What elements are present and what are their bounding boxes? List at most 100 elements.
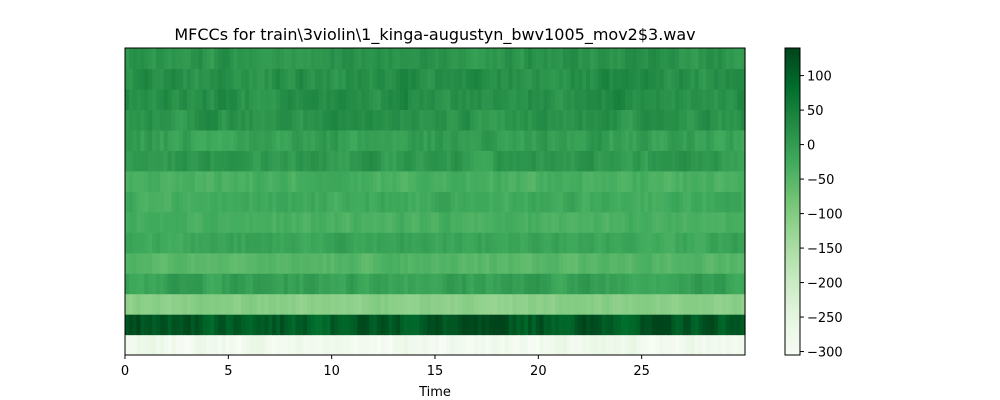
mfcc-cell (291, 88, 297, 110)
mfcc-cell (698, 68, 703, 90)
mfcc-cell (531, 314, 537, 336)
mfcc-cell (198, 170, 204, 192)
mfcc-cell (454, 211, 459, 233)
mfcc-cell (396, 129, 401, 151)
mfcc-cell (454, 88, 459, 110)
mfcc-cell (446, 48, 452, 70)
mfcc-cell (322, 314, 328, 336)
mfcc-cell (361, 211, 366, 233)
mfcc-cell (245, 68, 250, 90)
mfcc-cell (435, 273, 440, 295)
x-axis: 0 5 10 15 20 25 (121, 355, 650, 379)
mfcc-cell (531, 48, 537, 70)
mfcc-cell (132, 88, 138, 110)
mfcc-cell (593, 232, 599, 254)
mfcc-cell (400, 211, 405, 233)
mfcc-cell (466, 48, 471, 70)
mfcc-cell (276, 252, 281, 274)
mfcc-cell (264, 170, 269, 192)
mfcc-cell (334, 68, 339, 90)
mfcc-cell (349, 170, 355, 192)
mfcc-cell (706, 150, 711, 172)
mfcc-cell (252, 273, 258, 295)
mfcc-cell (276, 150, 281, 172)
mfcc-cell (628, 109, 634, 131)
mfcc-cell (415, 293, 421, 315)
mfcc-cell (392, 273, 397, 295)
mfcc-cell (497, 88, 502, 110)
mfcc-cell (601, 211, 607, 233)
mfcc-cell (485, 129, 490, 151)
mfcc-cell (605, 48, 610, 70)
mfcc-cell (652, 88, 657, 110)
mfcc-cell (617, 150, 622, 172)
mfcc-cell (690, 129, 696, 151)
mfcc-cell (597, 273, 603, 295)
mfcc-cell (652, 211, 657, 233)
mfcc-cell (183, 88, 188, 110)
mfcc-cell (462, 252, 467, 274)
mfcc-cell (163, 88, 169, 110)
mfcc-cell (497, 334, 502, 356)
mfcc-cell (706, 273, 711, 295)
mfcc-cell (326, 191, 331, 213)
mfcc-cell (353, 273, 359, 295)
mfcc-cell (675, 273, 680, 295)
mfcc-cell (388, 211, 393, 233)
mfcc-cell (256, 48, 262, 70)
mfcc-cell (287, 109, 293, 131)
mfcc-cell (690, 211, 696, 233)
mfcc-cell (210, 48, 215, 70)
mfcc-cell (431, 273, 436, 295)
mfcc-cell (287, 150, 293, 172)
mfcc-cell (493, 170, 498, 192)
mfcc-cell (342, 129, 347, 151)
mfcc-cell (268, 232, 273, 254)
mfcc-cell (547, 293, 552, 315)
mfcc-cell (125, 170, 130, 192)
mfcc-cell (396, 211, 401, 233)
mfcc-cell (326, 232, 331, 254)
mfcc-cell (481, 68, 486, 90)
mfcc-cell (578, 48, 583, 70)
mfcc-cell (590, 170, 595, 192)
mfcc-cell (171, 109, 176, 131)
mfcc-cell (241, 150, 246, 172)
mfcc-cell (500, 170, 506, 192)
mfcc-cell (136, 150, 142, 172)
mfcc-cell (415, 48, 421, 70)
mfcc-cell (322, 109, 328, 131)
mfcc-cell (229, 191, 235, 213)
mfcc-cell (245, 211, 250, 233)
mfcc-cell (570, 191, 576, 213)
mfcc-cell (357, 129, 362, 151)
mfcc-cell (384, 109, 390, 131)
mfcc-cell (442, 191, 448, 213)
mfcc-cell (690, 232, 696, 254)
mfcc-cell (609, 334, 614, 356)
mfcc-cell (241, 48, 246, 70)
mfcc-cell (365, 68, 370, 90)
mfcc-cell (272, 170, 277, 192)
mfcc-cell (392, 293, 397, 315)
mfcc-cell (485, 273, 490, 295)
mfcc-cell (411, 68, 417, 90)
mfcc-cell (562, 252, 568, 274)
mfcc-cell (376, 48, 382, 70)
mfcc-cell (593, 129, 599, 151)
mfcc-cell (140, 232, 145, 254)
mfcc-cell (574, 314, 579, 336)
mfcc-cell (326, 293, 331, 315)
mfcc-cell (260, 191, 266, 213)
mfcc-cell (373, 109, 378, 131)
mfcc-cell (369, 170, 374, 192)
mfcc-cell (194, 211, 200, 233)
mfcc-cell (357, 48, 362, 70)
mfcc-band-4 (125, 252, 746, 274)
mfcc-cell (128, 191, 134, 213)
mfcc-cell (221, 232, 227, 254)
mfcc-cell (218, 211, 223, 233)
mfcc-cell (159, 314, 165, 336)
mfcc-cell (729, 150, 734, 172)
mfcc-cell (349, 252, 355, 274)
